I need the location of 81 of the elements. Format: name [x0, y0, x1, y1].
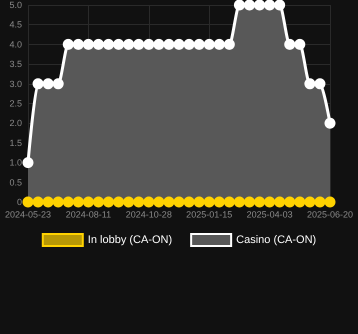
point	[22, 196, 34, 208]
point	[72, 196, 84, 208]
legend-label: Casino (CA-ON)	[236, 234, 316, 246]
point	[214, 38, 225, 50]
point	[234, 0, 245, 10]
point	[284, 38, 296, 50]
y-tick-label: 2.0	[9, 118, 22, 128]
point	[324, 118, 336, 129]
y-tick-label: 3.0	[9, 78, 22, 89]
point	[194, 196, 205, 208]
point	[143, 38, 154, 50]
point	[314, 196, 326, 208]
point	[113, 196, 124, 208]
point	[62, 196, 74, 208]
x-tick-label: 2025-01-15	[186, 210, 232, 220]
point	[304, 78, 316, 90]
point	[224, 196, 235, 208]
point	[153, 196, 164, 208]
y-tick-label: 0.5	[9, 177, 22, 188]
point	[163, 196, 174, 208]
legend-label: In lobby (CA-ON)	[88, 234, 172, 246]
point	[204, 38, 215, 50]
point	[184, 38, 195, 50]
point	[184, 196, 195, 208]
point	[52, 78, 64, 90]
point	[294, 38, 306, 50]
y-tick-label: 2.5	[9, 98, 22, 108]
point	[314, 78, 326, 90]
point	[244, 196, 255, 208]
point	[52, 196, 64, 208]
x-tick-label: 2024-08-11	[66, 210, 112, 220]
y-tick-label: 3.5	[9, 59, 22, 70]
point	[22, 157, 34, 168]
point	[234, 196, 245, 208]
point	[224, 38, 235, 50]
point	[264, 0, 276, 10]
point	[123, 38, 134, 50]
y-tick-label: 1.5	[9, 138, 22, 148]
point	[254, 0, 266, 10]
point	[143, 196, 154, 208]
y-tick-label: 4.5	[9, 20, 22, 30]
point	[174, 196, 184, 208]
point	[274, 196, 286, 208]
point	[32, 78, 44, 90]
point	[214, 196, 225, 208]
x-tick-label: 2024-10-28	[126, 210, 172, 220]
point	[244, 0, 255, 10]
point	[133, 38, 144, 50]
point	[113, 38, 124, 50]
y-tick-label: 0	[16, 197, 22, 207]
point	[153, 38, 164, 50]
point	[103, 38, 114, 50]
y-tick-label: 5.0	[9, 0, 22, 10]
point	[133, 196, 144, 208]
point	[82, 196, 94, 208]
point	[32, 196, 44, 208]
point	[92, 196, 104, 208]
point	[274, 0, 286, 10]
point	[324, 196, 336, 208]
point	[194, 38, 205, 50]
point	[72, 38, 84, 50]
point	[204, 196, 215, 208]
point	[123, 196, 134, 208]
point	[62, 38, 74, 50]
y-tick-label: 4.0	[9, 39, 22, 50]
point	[42, 78, 54, 90]
x-tick-label: 2024-05-23	[4, 210, 52, 220]
point	[174, 38, 184, 50]
x-tick-label: 2025-04-03	[246, 210, 293, 220]
point	[264, 196, 276, 208]
point	[42, 196, 54, 208]
point	[103, 196, 114, 208]
point	[82, 38, 94, 50]
point	[294, 196, 306, 208]
y-tick-label: 1.0	[9, 158, 22, 168]
point	[254, 196, 266, 208]
point	[163, 38, 174, 50]
point	[304, 196, 316, 208]
x-tick-label: 2025-06-20	[306, 210, 354, 220]
point	[92, 38, 104, 50]
point	[284, 196, 296, 208]
